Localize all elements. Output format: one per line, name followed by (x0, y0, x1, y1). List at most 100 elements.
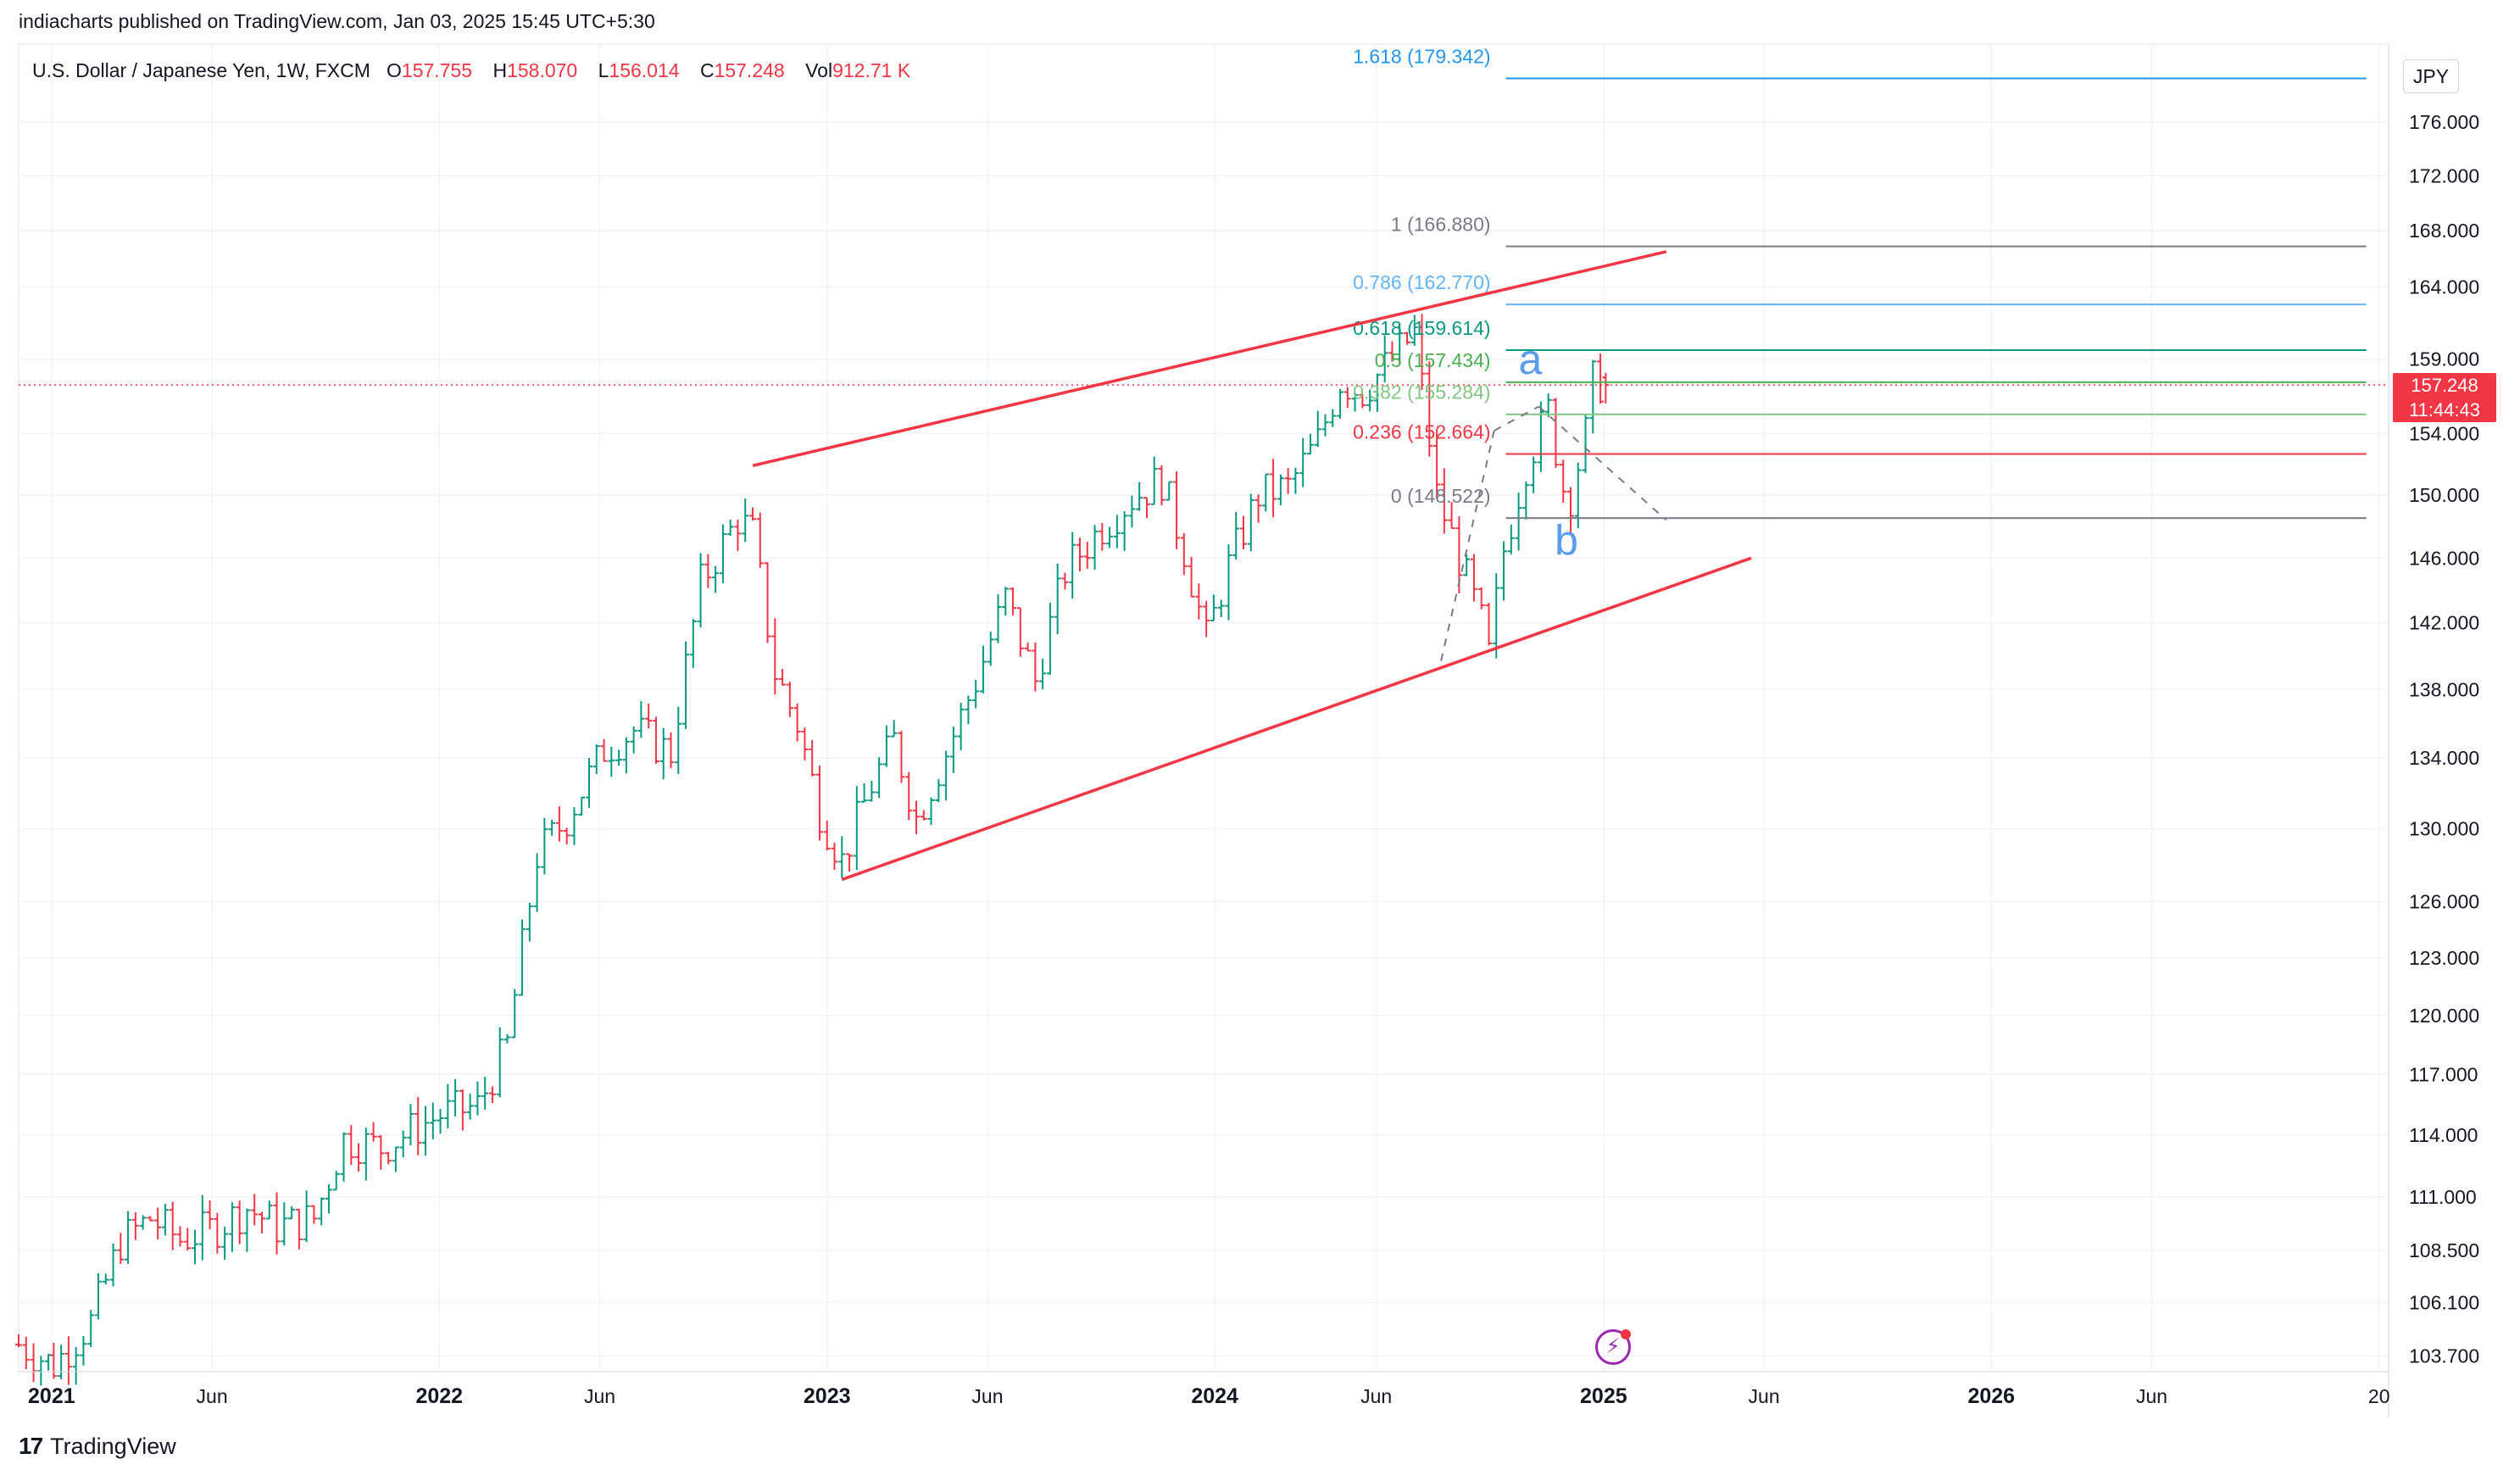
ohlc-bar (50, 1342, 58, 1379)
ohlc-bar (697, 553, 704, 628)
ohlc-bar (169, 1201, 176, 1250)
ohlc-bar (764, 562, 771, 643)
low-label: L (598, 59, 609, 81)
ohlc-bar (1582, 414, 1589, 473)
ohlc-bar (198, 1194, 206, 1261)
y-tick-label: 120.000 (2409, 1005, 2479, 1027)
ohlc-bar (1321, 414, 1329, 437)
ohlc-bar (1016, 607, 1024, 657)
x-tick-label: Jun (1749, 1385, 1780, 1407)
ohlc-bar (771, 618, 779, 695)
ohlc-bar (712, 565, 720, 593)
ohlc-bar (1210, 594, 1217, 621)
ohlc-bar (355, 1143, 363, 1172)
ohlc-bar (214, 1212, 221, 1254)
chart-axes: 176.000 172.000 168.000 164.000 159.000 154.0… (19, 44, 2479, 1417)
ohlc-bar (421, 1105, 429, 1156)
ohlc-bar (659, 727, 667, 780)
y-tick-label: 146.000 (2409, 547, 2479, 569)
ohlc-bar (370, 1122, 377, 1142)
ohlc-bar (310, 1205, 318, 1224)
ohlc-bar (1165, 481, 1173, 501)
open-label: O (387, 59, 402, 81)
fib-level-label: 0.5 (157.434) (1375, 349, 1491, 371)
ohlc-bar (1403, 331, 1410, 345)
ohlc-bar (1158, 465, 1165, 506)
ohlc-bar (288, 1206, 296, 1220)
lightning-icon[interactable]: ⚡ (1595, 1329, 1631, 1365)
ohlc-bar (1552, 398, 1560, 469)
ohlc-bar (332, 1171, 340, 1191)
ohlc-bar (392, 1146, 399, 1172)
channel-line-lower (841, 556, 1752, 882)
ohlc-bar (1032, 642, 1039, 692)
ohlc-bar (161, 1204, 169, 1236)
ohlc-bar (1239, 515, 1247, 550)
y-tick-label: 138.000 (2409, 678, 2479, 700)
ohlc-bar (519, 919, 526, 996)
ohlc-bar (1247, 493, 1254, 552)
ohlc-bar (1024, 642, 1032, 652)
ohlc-bar (258, 1211, 265, 1233)
ohlc-bar (779, 669, 787, 686)
ohlc-bar (1203, 600, 1210, 637)
ohlc-bar (1150, 456, 1158, 505)
y-tick-label: 164.000 (2409, 276, 2479, 298)
price-bars (15, 314, 1610, 1386)
ohlc-bar (1306, 433, 1314, 455)
ohlc-bar (1188, 556, 1195, 598)
bar-countdown: 11:44:43 (2408, 399, 2480, 420)
x-tick-label: Jun (2136, 1385, 2167, 1407)
ohlc-bar (905, 771, 913, 821)
ohlc-bar (1500, 541, 1508, 601)
close-value: 157.248 (714, 59, 785, 81)
ohlc-bar (325, 1183, 332, 1214)
ohlc-bar (117, 1233, 125, 1264)
ohlc-bar (362, 1127, 370, 1181)
y-tick-label: 150.000 (2409, 484, 2479, 506)
ohlc-bar (1284, 467, 1292, 494)
chart-grid (18, 43, 2389, 1372)
ohlc-bar (125, 1211, 132, 1264)
footer-brand[interactable]: 17 TradingView (19, 1433, 176, 1460)
channel-line-upper (752, 250, 1667, 468)
y-tick-label: 108.500 (2409, 1239, 2479, 1261)
ohlc-bar (511, 988, 519, 1038)
ohlc-bar (652, 716, 659, 764)
ohlc-bar (726, 519, 734, 537)
ohlc-bar (823, 820, 831, 851)
ohlc-bar (541, 818, 548, 875)
ohlc-bar (15, 1333, 22, 1348)
x-tick-label: Jun (971, 1385, 1003, 1407)
ohlc-bar (1061, 572, 1069, 590)
ohlc-bar (1128, 495, 1136, 528)
y-tick-label: 114.000 (2409, 1124, 2478, 1146)
ohlc-bar (1433, 429, 1441, 498)
ohlc-bar (533, 853, 541, 912)
ohlc-bar (1113, 515, 1121, 548)
ohlc-bar (221, 1227, 229, 1260)
symbol-legend[interactable]: U.S. Dollar / Japanese Yen, 1W, FXCM O 15… (32, 59, 926, 82)
ohlc-bar (496, 1027, 503, 1098)
symbol-name[interactable]: U.S. Dollar / Japanese Yen, 1W, FXCM (32, 59, 370, 81)
ohlc-bar (994, 593, 1002, 643)
ohlc-bar (340, 1132, 348, 1182)
wave-line (1538, 405, 1667, 521)
ohlc-bar (1232, 511, 1240, 560)
ohlc-bar (1262, 473, 1270, 512)
ohlc-bar (1515, 493, 1522, 551)
currency-button[interactable]: JPY (2403, 59, 2459, 93)
ohlc-bar (704, 554, 712, 588)
ohlc-bar (1121, 511, 1128, 551)
ohlc-bar (348, 1125, 355, 1166)
ohlc-bar (385, 1151, 392, 1165)
ohlc-bar (1351, 393, 1359, 412)
y-tick-label: 154.000 (2409, 423, 2479, 445)
ohlc-bar (1292, 467, 1299, 494)
ohlc-bar (1597, 354, 1605, 404)
ohlc-bar (675, 706, 682, 774)
ohlc-bar (192, 1229, 199, 1265)
ohlc-bar (949, 727, 957, 774)
ohlc-bar (734, 520, 742, 551)
